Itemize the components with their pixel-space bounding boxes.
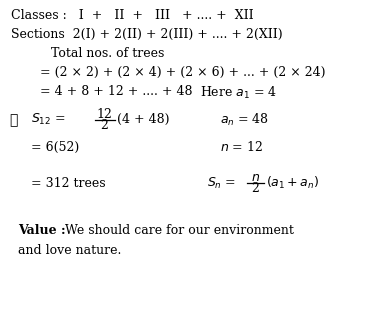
Text: $S_n$ =: $S_n$ =	[207, 176, 236, 191]
Text: = 312 trees: = 312 trees	[31, 177, 106, 190]
Text: Sections  2(I) + 2(II) + 2(III) + .... + 2(XII): Sections 2(I) + 2(II) + 2(III) + .... + …	[11, 28, 283, 41]
Text: Value :: Value :	[18, 224, 66, 237]
Text: = 4 + 8 + 12 + .... + 48: = 4 + 8 + 12 + .... + 48	[40, 85, 193, 98]
Text: Total nos. of trees: Total nos. of trees	[51, 47, 165, 60]
Text: $S_{12}$ =: $S_{12}$ =	[31, 112, 66, 127]
Text: ∴: ∴	[9, 113, 18, 127]
Text: Here $a_1$ = 4: Here $a_1$ = 4	[200, 85, 277, 100]
Text: = 6(52): = 6(52)	[31, 141, 79, 154]
Text: Classes :   I  +   II  +   III   + .... +  XII: Classes : I + II + III + .... + XII	[11, 9, 254, 23]
Text: 2: 2	[101, 119, 109, 132]
Text: 2: 2	[251, 182, 259, 195]
Text: $a_n$ = 48: $a_n$ = 48	[220, 112, 269, 128]
Text: $n$: $n$	[251, 171, 259, 184]
Text: $(a_1 + a_n)$: $(a_1 + a_n)$	[266, 175, 320, 191]
Text: $n$ = 12: $n$ = 12	[220, 140, 263, 154]
Text: = (2 × 2) + (2 × 4) + (2 × 6) + ... + (2 × 24): = (2 × 2) + (2 × 4) + (2 × 6) + ... + (2…	[40, 66, 326, 79]
Text: We should care for our environment: We should care for our environment	[61, 224, 294, 237]
Text: and love nature.: and love nature.	[18, 244, 122, 257]
Text: 12: 12	[97, 108, 113, 121]
Text: (4 + 48): (4 + 48)	[117, 113, 170, 126]
